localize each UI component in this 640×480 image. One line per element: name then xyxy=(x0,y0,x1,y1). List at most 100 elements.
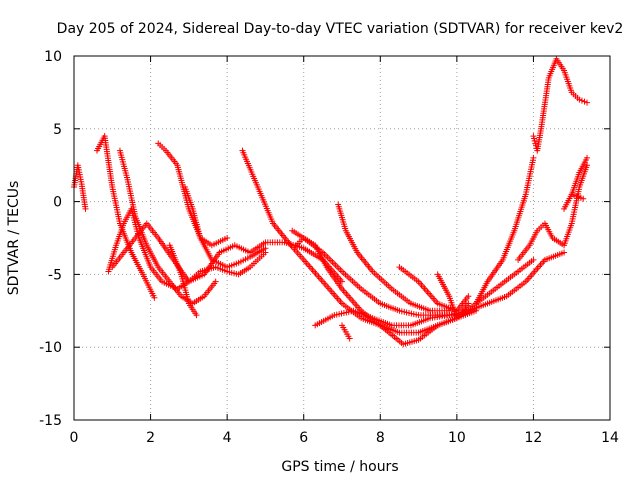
data-point-run xyxy=(198,236,214,261)
data-point-run xyxy=(255,186,276,225)
x-tick-label: 6 xyxy=(299,430,308,446)
data-point-run xyxy=(538,77,552,130)
data-point-run xyxy=(321,280,344,305)
x-tick-label: 12 xyxy=(525,430,543,446)
data-point-run xyxy=(355,251,375,273)
data-point-run xyxy=(513,258,535,276)
data-point-run xyxy=(256,251,267,262)
y-tick-label: 5 xyxy=(53,122,62,138)
data-point-run xyxy=(129,251,145,276)
data-point-run xyxy=(149,265,164,283)
data-point-run xyxy=(109,186,123,225)
data-point-run xyxy=(500,229,517,261)
data-point-run xyxy=(136,237,153,269)
data-point-run xyxy=(467,301,489,313)
data-point-run xyxy=(233,243,251,255)
data-point-run xyxy=(140,273,157,299)
data-point-run xyxy=(190,208,203,239)
data-point-run xyxy=(371,270,394,291)
data-point-run xyxy=(561,222,574,247)
data-point-run xyxy=(343,229,360,254)
data-point-run xyxy=(524,258,547,283)
data-point-run xyxy=(178,273,192,305)
series-track-7 xyxy=(182,184,269,271)
y-tick-label: 0 xyxy=(53,195,62,211)
chart-title: Day 205 of 2024, Sidereal Day-to-day VTE… xyxy=(57,21,624,37)
x-tick-label: 10 xyxy=(448,430,466,446)
data-point-run xyxy=(211,236,228,248)
data-point-run xyxy=(291,228,305,240)
data-point xyxy=(576,96,583,103)
data-point-run xyxy=(226,269,240,277)
series-track-18 xyxy=(515,162,591,263)
x-tick-label: 8 xyxy=(376,430,385,446)
data-point xyxy=(151,294,158,301)
data-point-run xyxy=(335,203,349,232)
data-point-run xyxy=(455,302,470,320)
data-point-run xyxy=(371,315,393,328)
y-axis-label: SDTVAR / TECUs xyxy=(6,181,22,296)
axis-ticks: 0 2 4 6 8 10 12 14 -15 -10 -5 0 5 10 xyxy=(39,49,619,446)
data-point xyxy=(193,312,200,319)
data-point-run xyxy=(122,236,137,254)
data-point-run xyxy=(577,164,590,188)
data-point-run xyxy=(167,244,184,276)
data-point xyxy=(530,154,537,161)
plot-frame xyxy=(73,55,611,421)
data-point-run xyxy=(402,337,420,347)
x-tick-label: 14 xyxy=(601,430,619,446)
data-point xyxy=(580,195,587,202)
data-point-run xyxy=(379,301,401,313)
data-point-run xyxy=(182,186,195,210)
data-point xyxy=(82,205,89,212)
data-point-run xyxy=(511,193,529,232)
data-point-run xyxy=(578,97,588,105)
data-point-run xyxy=(164,149,179,167)
data-point-run xyxy=(536,222,546,232)
data-point-run xyxy=(410,315,431,328)
data-point-run xyxy=(249,258,259,269)
data-point-run xyxy=(156,236,176,262)
data-point-run xyxy=(187,302,199,317)
data-point-run xyxy=(168,280,183,298)
data-point-run xyxy=(321,251,344,273)
data-point-run xyxy=(360,287,382,306)
data-point-run xyxy=(211,257,228,270)
data-point-run xyxy=(249,246,267,259)
data-point-run xyxy=(271,222,291,244)
data-point xyxy=(584,154,591,161)
data-point-run xyxy=(188,272,205,284)
data-point-run xyxy=(314,313,336,328)
data-point xyxy=(465,300,472,307)
data-point-run xyxy=(485,258,505,283)
data-point-run xyxy=(543,222,555,239)
series-track-19 xyxy=(530,55,591,154)
series-track-12 xyxy=(335,201,453,314)
y-tick-label: 10 xyxy=(44,49,62,65)
data-point-run xyxy=(286,241,306,262)
data-point-run xyxy=(523,157,536,196)
data-point-run xyxy=(157,142,167,152)
data-point-run xyxy=(144,244,161,269)
data-point-run xyxy=(226,260,240,270)
data-point-run xyxy=(569,171,582,196)
data-point-run xyxy=(101,135,115,188)
data-point-run xyxy=(551,236,566,248)
data-point-run xyxy=(214,264,228,274)
data-point-run xyxy=(79,183,89,210)
data-point-run xyxy=(436,315,458,328)
data-point-run xyxy=(324,265,344,291)
data-point-run xyxy=(294,236,305,247)
data-point-run xyxy=(527,229,540,247)
data-point-run xyxy=(474,280,490,305)
series-track-14 xyxy=(339,322,353,342)
data-point xyxy=(346,335,353,342)
data-point-run xyxy=(570,91,581,101)
data-point-run xyxy=(379,323,405,346)
data-point-run xyxy=(417,323,439,342)
data-point-run xyxy=(505,280,527,298)
x-tick-label: 4 xyxy=(223,430,232,446)
series-track-17 xyxy=(473,154,537,307)
data-point-run xyxy=(398,308,420,318)
